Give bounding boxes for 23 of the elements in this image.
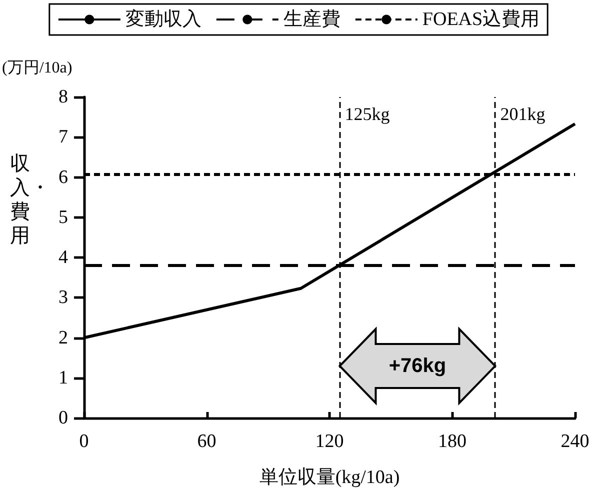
y-tick-label: 1 [58, 367, 68, 388]
y-tick-label: 8 [58, 86, 68, 108]
y-tick-label: 0 [58, 408, 68, 428]
y-tick-label: 5 [58, 206, 68, 228]
text: (万円/10a) [2, 60, 72, 76]
annotation: +76kg [388, 355, 446, 377]
y-tick-label: 3 [58, 287, 68, 308]
y-tick-label: 6 [58, 166, 68, 188]
x-tick-label: 240 [560, 431, 590, 452]
legend-label: 生産費 [283, 8, 340, 30]
ref-line-label: 201kg [500, 104, 546, 124]
y-axis-title: 収入・費用 [10, 152, 50, 248]
x-tick-label: 180 [438, 431, 466, 452]
y-tick-label: 2 [58, 327, 68, 348]
y-tick-label: 7 [58, 126, 68, 148]
y-tick-label: 4 [58, 247, 68, 268]
x-tick-label: 60 [197, 431, 216, 452]
legend-label: FOEAS込費用 [422, 9, 540, 30]
x-axis-title: 単位収量(kg/10a) [259, 467, 400, 488]
ref-line-label: 125kg [344, 104, 390, 124]
x-tick-label: 0 [79, 431, 89, 452]
legend-label: 変動収入 [125, 8, 202, 30]
x-tick-label: 120 [315, 431, 344, 452]
